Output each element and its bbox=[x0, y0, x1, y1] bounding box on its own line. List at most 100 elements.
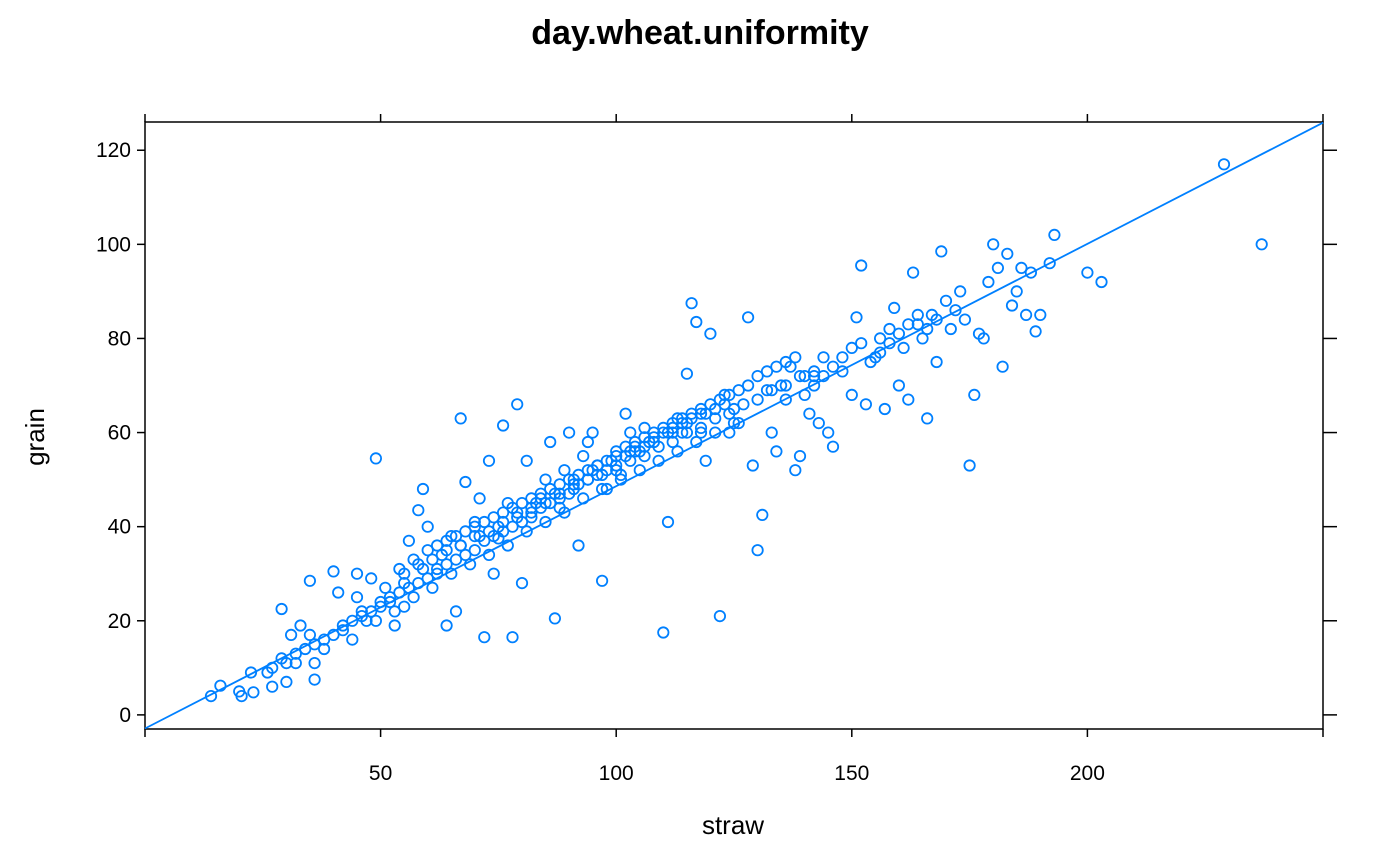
data-point bbox=[1005, 299, 1019, 312]
data-point bbox=[595, 468, 609, 481]
data-point bbox=[539, 496, 552, 510]
data-point bbox=[511, 511, 524, 524]
data-point bbox=[741, 379, 755, 392]
data-point bbox=[402, 534, 415, 547]
data-point bbox=[586, 426, 599, 439]
data-point bbox=[482, 454, 496, 467]
data-point bbox=[350, 567, 364, 580]
y-axis-label: grain bbox=[20, 408, 50, 466]
data-point bbox=[916, 332, 929, 345]
data-point bbox=[468, 529, 481, 543]
data-point bbox=[440, 534, 453, 547]
data-point bbox=[1029, 325, 1042, 338]
data-point bbox=[770, 360, 783, 373]
data-point bbox=[657, 421, 670, 434]
data-point bbox=[770, 445, 783, 458]
data-point bbox=[897, 341, 910, 354]
data-point bbox=[624, 454, 637, 467]
data-point bbox=[822, 426, 835, 439]
data-point bbox=[911, 318, 924, 331]
data-point bbox=[765, 426, 778, 439]
data-point bbox=[412, 558, 425, 571]
data-point bbox=[440, 619, 453, 632]
x-tick-label: 100 bbox=[599, 762, 634, 785]
data-point bbox=[855, 259, 868, 272]
data-point bbox=[369, 614, 382, 627]
data-point bbox=[638, 421, 651, 434]
data-point bbox=[553, 478, 566, 491]
data-point bbox=[836, 365, 849, 378]
data-point bbox=[421, 544, 434, 557]
data-point bbox=[600, 454, 613, 467]
data-point bbox=[478, 631, 491, 644]
data-point bbox=[699, 454, 712, 467]
data-point bbox=[793, 449, 807, 463]
data-point bbox=[1001, 247, 1014, 260]
data-point bbox=[987, 238, 1000, 251]
data-point bbox=[958, 313, 972, 326]
data-point bbox=[412, 504, 425, 517]
data-point bbox=[214, 679, 227, 692]
data-point bbox=[694, 407, 708, 420]
data-point bbox=[1217, 158, 1231, 171]
data-point bbox=[280, 675, 293, 689]
data-point bbox=[756, 508, 769, 522]
data-point bbox=[468, 520, 481, 533]
data-point bbox=[779, 393, 792, 406]
data-point bbox=[506, 501, 519, 514]
data-point bbox=[704, 398, 717, 411]
data-point bbox=[539, 473, 552, 486]
data-point bbox=[657, 426, 670, 439]
data-point bbox=[666, 426, 679, 439]
data-point bbox=[416, 482, 430, 496]
data-point bbox=[944, 322, 957, 336]
data-point bbox=[638, 449, 651, 463]
data-point bbox=[506, 631, 519, 644]
data-point bbox=[963, 459, 976, 472]
data-point bbox=[996, 360, 1009, 373]
data-point bbox=[723, 407, 736, 420]
data-point bbox=[459, 525, 472, 538]
data-point bbox=[713, 609, 727, 623]
data-point bbox=[525, 492, 538, 505]
data-point bbox=[685, 407, 698, 420]
data-point bbox=[921, 412, 934, 425]
data-point bbox=[1255, 238, 1268, 251]
data-point bbox=[798, 369, 811, 383]
data-point bbox=[647, 426, 661, 439]
data-point bbox=[303, 628, 316, 642]
data-point bbox=[308, 656, 321, 670]
data-point bbox=[350, 591, 364, 604]
x-tick-label: 50 bbox=[369, 762, 392, 785]
data-point bbox=[737, 398, 750, 411]
data-point bbox=[850, 311, 863, 324]
data-point bbox=[515, 576, 529, 590]
data-points bbox=[204, 158, 1268, 703]
data-point bbox=[760, 384, 774, 397]
data-point bbox=[888, 301, 901, 314]
data-point bbox=[751, 393, 764, 406]
data-point bbox=[534, 487, 547, 500]
data-point bbox=[751, 544, 764, 557]
data-point bbox=[760, 365, 774, 378]
data-point bbox=[421, 520, 434, 533]
data-point bbox=[614, 473, 628, 486]
data-point bbox=[572, 468, 585, 481]
data-point bbox=[275, 602, 288, 616]
data-point bbox=[496, 419, 510, 432]
data-point bbox=[365, 572, 378, 585]
data-point bbox=[807, 369, 821, 383]
y-tick-label: 80 bbox=[108, 327, 131, 350]
data-point bbox=[581, 473, 595, 486]
data-point bbox=[525, 501, 538, 514]
data-point bbox=[789, 464, 802, 477]
data-point bbox=[605, 454, 618, 467]
data-point bbox=[525, 506, 538, 519]
data-point bbox=[553, 487, 566, 500]
data-point bbox=[520, 525, 533, 538]
y-tick-label: 20 bbox=[108, 610, 131, 633]
data-point bbox=[892, 379, 906, 392]
data-point bbox=[661, 515, 675, 529]
data-point bbox=[610, 464, 623, 477]
